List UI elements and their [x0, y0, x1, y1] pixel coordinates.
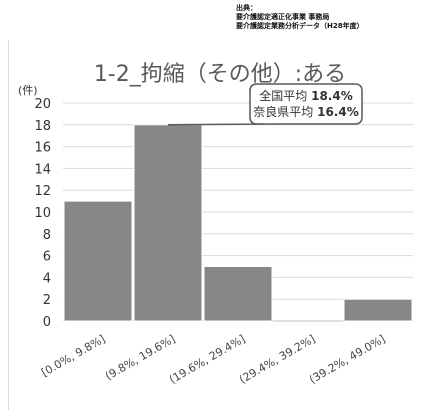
histogram-bar — [133, 124, 203, 322]
y-tick-label: 4 — [43, 271, 51, 286]
y-tick-label: 2 — [43, 293, 51, 308]
source-note: 出典： 要介護認定適正化事業 事務局 要介護認定業務分析データ（H28年度） — [236, 4, 364, 31]
callout-line: 奈良県平均 16.4% — [253, 104, 358, 119]
y-tick-label: 0 — [43, 315, 51, 330]
y-tick-label: 16 — [34, 141, 51, 156]
callout-value: 16.4% — [317, 105, 359, 119]
y-tick-label: 10 — [34, 206, 51, 221]
y-tick-label: 20 — [34, 97, 51, 112]
source-line-1: 要介護認定適正化事業 事務局 — [236, 13, 330, 21]
callout-label: 全国平均 — [259, 88, 311, 103]
y-tick-label: 14 — [34, 162, 51, 177]
y-axis-unit: (件) — [18, 84, 38, 97]
source-line-2: 要介護認定業務分析データ（H28年度） — [236, 22, 364, 30]
average-callout: 全国平均 18.4%奈良県平均 16.4% — [167, 83, 363, 126]
chart-frame — [8, 40, 429, 410]
histogram-bar — [343, 298, 413, 322]
chart-title: 1-2_拘縮（その他）:ある — [94, 62, 346, 87]
histogram-bar — [203, 266, 273, 322]
x-tick-label: (29.4%, 39.2%] — [237, 332, 318, 386]
callout-box — [167, 83, 363, 126]
callout-line: 全国平均 18.4% — [259, 88, 352, 103]
callout-value: 18.4% — [311, 89, 353, 103]
callout-label: 奈良県平均 — [253, 104, 317, 119]
source-label: 出典： — [236, 4, 257, 12]
x-tick-label: (19.6%, 29.4%] — [167, 332, 248, 386]
histogram-bar — [63, 200, 133, 322]
y-tick-label: 18 — [34, 119, 51, 134]
x-tick-label: (39.2%, 49.0%] — [307, 332, 388, 386]
x-tick-label: [0.0%, 9.8%] — [39, 332, 107, 379]
y-tick-label: 8 — [43, 228, 51, 243]
y-tick-label: 6 — [43, 250, 51, 265]
y-tick-label: 12 — [34, 184, 51, 199]
